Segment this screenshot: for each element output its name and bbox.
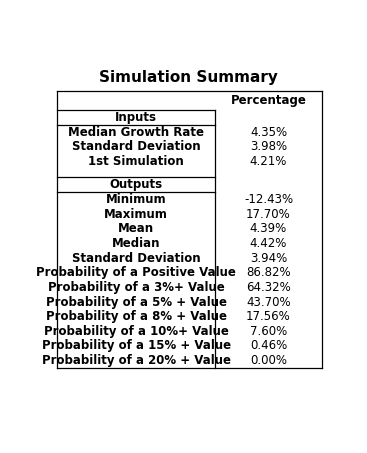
Text: Probability of a 8% + Value: Probability of a 8% + Value [46, 310, 227, 323]
Text: Outputs: Outputs [110, 178, 163, 191]
Text: Probability of a 15% + Value: Probability of a 15% + Value [41, 339, 231, 352]
Text: 4.21%: 4.21% [250, 155, 287, 168]
Text: 0.00%: 0.00% [250, 354, 287, 367]
Text: Median: Median [112, 237, 160, 250]
Text: Standard Deviation: Standard Deviation [72, 140, 200, 153]
Text: Probability of a 20% + Value: Probability of a 20% + Value [42, 354, 231, 367]
Text: 3.98%: 3.98% [250, 140, 287, 153]
Text: Minimum: Minimum [106, 193, 167, 206]
Text: Simulation Summary: Simulation Summary [99, 70, 277, 85]
Text: 1st Simulation: 1st Simulation [88, 155, 184, 168]
Text: -12.43%: -12.43% [244, 193, 293, 206]
Text: 0.46%: 0.46% [250, 339, 287, 352]
Text: Probability of a 5% + Value: Probability of a 5% + Value [46, 295, 227, 308]
Text: Percentage: Percentage [230, 94, 306, 107]
Text: Mean: Mean [118, 222, 154, 235]
Text: 17.56%: 17.56% [246, 310, 291, 323]
Text: 3.94%: 3.94% [250, 251, 287, 265]
Text: 4.42%: 4.42% [250, 237, 287, 250]
Text: 43.70%: 43.70% [246, 295, 291, 308]
Text: Probability of a 10%+ Value: Probability of a 10%+ Value [44, 325, 229, 338]
Text: Standard Deviation: Standard Deviation [72, 251, 200, 265]
Text: 4.39%: 4.39% [250, 222, 287, 235]
Text: 64.32%: 64.32% [246, 281, 291, 294]
Text: Median Growth Rate: Median Growth Rate [68, 125, 204, 139]
Text: Maximum: Maximum [104, 207, 168, 221]
Text: Inputs: Inputs [115, 111, 157, 124]
Text: 4.35%: 4.35% [250, 125, 287, 139]
Text: 7.60%: 7.60% [250, 325, 287, 338]
Text: 86.82%: 86.82% [246, 266, 291, 279]
Text: Probability of a 3%+ Value: Probability of a 3%+ Value [48, 281, 225, 294]
Text: Probability of a Positive Value: Probability of a Positive Value [36, 266, 236, 279]
Text: 17.70%: 17.70% [246, 207, 291, 221]
